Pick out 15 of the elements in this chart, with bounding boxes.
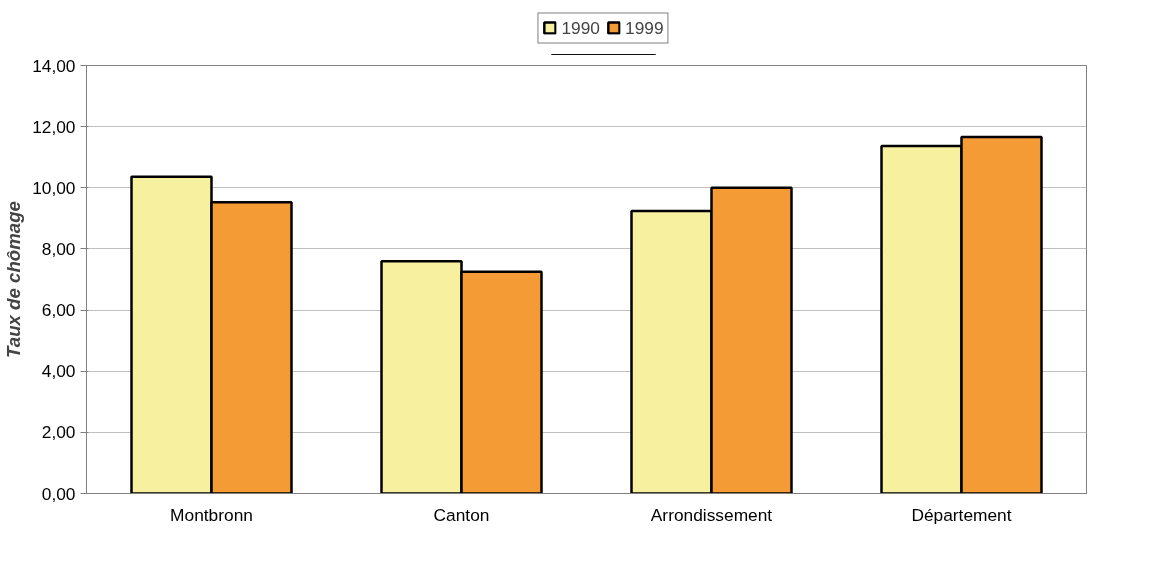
y-tick-label: 14,00	[32, 55, 76, 76]
y-tick-label: 2,00	[41, 422, 76, 443]
x-tick-label: Canton	[433, 504, 490, 525]
x-tick-label: Arrondissement	[650, 504, 773, 525]
legend-label: 1999	[625, 17, 664, 38]
x-tick-label: Montbronn	[170, 504, 253, 525]
y-tick-label: 12,00	[32, 116, 76, 137]
y-tick-label: 0,00	[41, 483, 76, 504]
y-tick-label: 6,00	[41, 300, 76, 321]
y-tick-label: 10,00	[32, 177, 76, 198]
y-tick-label: 4,00	[41, 361, 76, 382]
legend-label: 1990	[561, 17, 600, 38]
y-axis-title: Taux de chômage	[3, 201, 25, 358]
y-tick-label: 8,00	[41, 238, 76, 259]
x-tick-label: Département	[911, 504, 1012, 525]
